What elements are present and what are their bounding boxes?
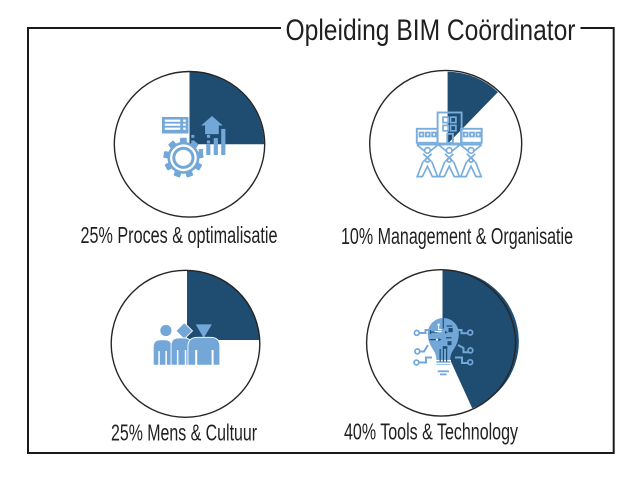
svg-text:Opleiding BIM Coördinator: Opleiding BIM Coördinator [286, 14, 576, 47]
svg-text:25% Mens & Cultuur: 25% Mens & Cultuur [111, 420, 257, 446]
svg-text:25% Proces & optimalisatie: 25% Proces & optimalisatie [81, 222, 278, 248]
svg-text:10% Management & Organisatie: 10% Management & Organisatie [341, 223, 573, 249]
svg-text:40% Tools & Technology: 40% Tools & Technology [344, 418, 518, 444]
